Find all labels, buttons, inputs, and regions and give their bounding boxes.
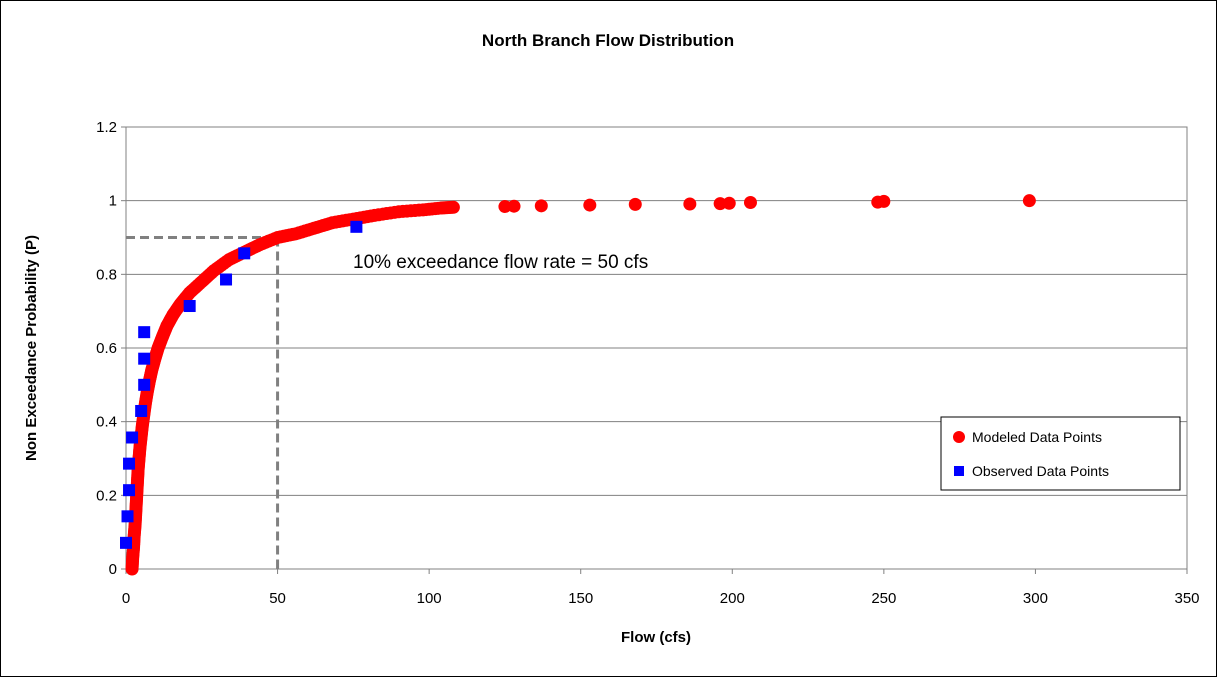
observed-point bbox=[220, 273, 233, 286]
observed-point bbox=[238, 247, 251, 260]
observed-point bbox=[121, 510, 134, 523]
legend-marker-modeled bbox=[953, 431, 965, 443]
x-tick-label: 300 bbox=[1023, 590, 1048, 607]
observed-point bbox=[138, 378, 151, 391]
observed-point bbox=[120, 536, 132, 549]
modeled-point bbox=[583, 198, 597, 212]
x-tick-label: 250 bbox=[871, 590, 896, 607]
modeled-point bbox=[743, 196, 757, 210]
modeled-point bbox=[498, 200, 512, 214]
observed-point bbox=[126, 431, 139, 444]
modeled-point bbox=[683, 197, 697, 211]
annotation-guides bbox=[126, 236, 280, 569]
y-tick-label: 0.8 bbox=[96, 266, 117, 283]
observed-point bbox=[123, 457, 136, 470]
legend-marker-observed bbox=[954, 466, 964, 476]
x-tick-label: 350 bbox=[1174, 590, 1199, 607]
modeled-point bbox=[628, 197, 642, 211]
legend: Modeled Data Points Observed Data Points bbox=[940, 416, 1181, 491]
y-axis-ticks: 0 0.2 0.4 0.6 0.8 1 1.2 bbox=[96, 119, 126, 578]
series-observed bbox=[120, 220, 363, 549]
modeled-point bbox=[722, 196, 736, 210]
modeled-point bbox=[877, 194, 891, 208]
y-tick-label: 1.2 bbox=[96, 119, 117, 136]
y-tick-label: 0 bbox=[109, 561, 117, 578]
observed-point bbox=[123, 484, 136, 497]
modeled-point bbox=[1022, 194, 1036, 208]
grid-lines bbox=[126, 126, 1187, 496]
modeled-point bbox=[534, 199, 548, 213]
y-tick-label: 0.4 bbox=[96, 414, 117, 431]
observed-point bbox=[183, 300, 196, 313]
y-tick-label: 0.2 bbox=[96, 487, 117, 504]
modeled-point bbox=[713, 197, 727, 211]
legend-label-observed: Observed Data Points bbox=[972, 463, 1109, 479]
x-tick-label: 0 bbox=[122, 590, 130, 607]
legend-box bbox=[940, 416, 1181, 491]
observed-point bbox=[138, 326, 151, 339]
x-tick-label: 100 bbox=[417, 590, 442, 607]
modeled-point bbox=[446, 200, 460, 214]
annotation-text: 10% exceedance flow rate = 50 cfs bbox=[353, 252, 648, 273]
observed-point bbox=[138, 352, 151, 365]
x-tick-label: 150 bbox=[568, 590, 593, 607]
observed-point bbox=[350, 220, 363, 233]
x-axis-title: Flow (cfs) bbox=[621, 629, 691, 646]
legend-label-modeled: Modeled Data Points bbox=[972, 429, 1102, 445]
x-axis-ticks: 0 50 100 150 200 250 300 350 bbox=[122, 569, 1200, 607]
x-tick-label: 200 bbox=[720, 590, 745, 607]
modeled-point bbox=[507, 199, 521, 213]
chart-title: North Branch Flow Distribution bbox=[482, 31, 734, 50]
observed-point bbox=[135, 404, 148, 417]
y-tick-label: 0.6 bbox=[96, 340, 117, 357]
y-axis-title: Non Exceedance Probability (P) bbox=[23, 235, 40, 461]
y-tick-label: 1 bbox=[109, 193, 117, 210]
x-tick-label: 50 bbox=[269, 590, 286, 607]
